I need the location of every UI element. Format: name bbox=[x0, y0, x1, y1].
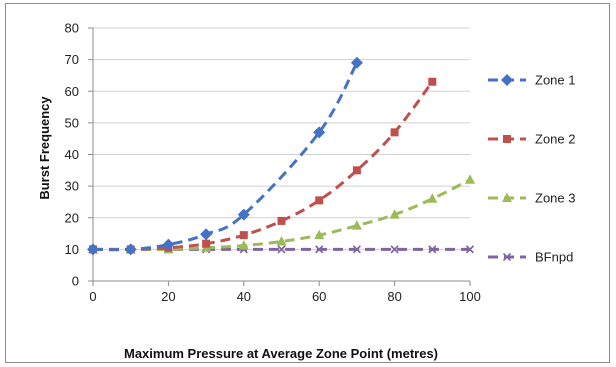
data-point bbox=[465, 174, 475, 184]
legend-swatch-marker bbox=[503, 135, 511, 143]
y-tick-label: 40 bbox=[65, 147, 79, 162]
y-tick-label: 10 bbox=[65, 242, 79, 257]
x-tick-label: 100 bbox=[459, 289, 481, 304]
series-zone-1 bbox=[87, 56, 363, 256]
data-point bbox=[124, 243, 137, 256]
x-tick-label: 60 bbox=[312, 289, 326, 304]
data-point bbox=[277, 245, 286, 254]
y-tick-label: 70 bbox=[65, 52, 79, 67]
data-point bbox=[315, 196, 324, 205]
legend-swatch-marker bbox=[502, 192, 512, 202]
data-point bbox=[389, 209, 400, 219]
y-tick-label: 20 bbox=[65, 210, 79, 225]
data-point bbox=[239, 231, 248, 240]
legend-label: Zone 1 bbox=[535, 73, 575, 88]
data-point bbox=[428, 77, 437, 86]
data-point bbox=[200, 228, 213, 241]
axes: 0 10 20 30 40 50 60 70 80 0 20 40 60 80 100 bbox=[65, 21, 481, 305]
x-tick-label: 80 bbox=[387, 289, 401, 304]
x-tick-label: 20 bbox=[161, 289, 175, 304]
legend-swatch-marker bbox=[502, 252, 512, 262]
data-point bbox=[237, 208, 250, 221]
legend-label: Zone 3 bbox=[535, 191, 575, 206]
y-tick-label: 50 bbox=[65, 115, 79, 130]
data-point bbox=[465, 245, 475, 254]
y-tick-label: 80 bbox=[65, 21, 79, 36]
data-point bbox=[390, 245, 399, 254]
y-tick-label: 0 bbox=[72, 274, 79, 289]
legend-swatch-marker bbox=[501, 74, 513, 86]
chart-frame bbox=[5, 3, 610, 363]
data-point bbox=[351, 220, 362, 230]
gridlines bbox=[93, 27, 470, 250]
x-axis-title: Maximum Pressure at Average Zone Point (… bbox=[124, 346, 438, 361]
data-point bbox=[427, 193, 438, 203]
x-tick-label: 40 bbox=[237, 289, 251, 304]
data-point bbox=[428, 245, 437, 254]
legend-item: Zone 3 bbox=[488, 191, 575, 206]
data-point bbox=[315, 245, 324, 254]
y-tick-label: 60 bbox=[65, 84, 79, 99]
y-axis-title: Burst Frequency bbox=[37, 96, 52, 200]
legend-item: BFnpd bbox=[488, 250, 573, 265]
data-point bbox=[202, 239, 211, 248]
legend-label: BFnpd bbox=[535, 250, 573, 265]
legend-item: Zone 1 bbox=[488, 73, 575, 88]
legend-label: Zone 2 bbox=[535, 132, 575, 147]
data-point bbox=[352, 166, 361, 175]
data-point bbox=[238, 240, 249, 250]
series-group bbox=[87, 56, 475, 256]
x-tick-label: 0 bbox=[89, 289, 96, 304]
legend: Zone 1 Zone 2 Zone 3 BFnpd bbox=[488, 73, 575, 265]
data-point bbox=[352, 245, 361, 254]
data-point bbox=[390, 128, 399, 137]
data-point bbox=[162, 238, 175, 251]
data-point bbox=[277, 216, 286, 225]
series-zone-2 bbox=[89, 77, 437, 254]
series-line bbox=[92, 80, 434, 252]
y-tick-label: 30 bbox=[65, 179, 79, 194]
data-point bbox=[87, 243, 99, 256]
data-point bbox=[276, 235, 287, 246]
data-point bbox=[313, 126, 326, 139]
data-point bbox=[350, 56, 363, 69]
legend-item: Zone 2 bbox=[488, 132, 575, 147]
data-point bbox=[314, 229, 325, 240]
